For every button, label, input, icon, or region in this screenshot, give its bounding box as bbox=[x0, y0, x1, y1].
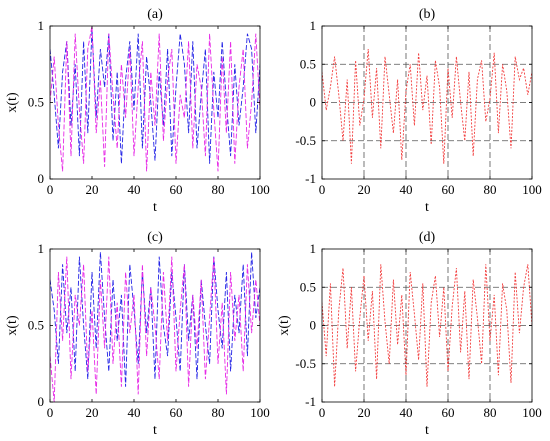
x-tick-label: 0 bbox=[319, 405, 326, 420]
x-tick-label: 40 bbox=[128, 405, 141, 420]
x-axis-label: t bbox=[153, 200, 157, 215]
x-tick-label: 100 bbox=[250, 182, 270, 197]
y-tick-label: 0 bbox=[310, 318, 317, 333]
panel-a: 0 20 40 60 80 100 0 0.5 1 (a) t x(t) bbox=[5, 7, 270, 215]
y-tick-label: -0.5 bbox=[295, 356, 316, 371]
x-tick-label: 60 bbox=[170, 182, 183, 197]
panel-title: (c) bbox=[147, 230, 163, 245]
y-tick-label: 0 bbox=[310, 95, 317, 110]
y-tick-label: -0.5 bbox=[295, 133, 316, 148]
x-tick-label: 0 bbox=[47, 182, 54, 197]
y-tick-label: 1 bbox=[38, 241, 45, 256]
y-tick-label: -1 bbox=[305, 394, 316, 409]
series-line-blue bbox=[50, 252, 260, 387]
series-line-blue bbox=[50, 29, 260, 164]
x-tick-label: 100 bbox=[522, 405, 542, 420]
x-tick-label: 20 bbox=[358, 182, 371, 197]
y-tick-label: 0.5 bbox=[300, 279, 316, 294]
panel-c: 0 20 40 60 80 100 0 0.5 1 (c) t x(t) bbox=[5, 230, 270, 438]
series-line-red bbox=[322, 264, 532, 387]
series-line-red bbox=[322, 48, 532, 164]
panel-d: 0 20 40 60 80 100 -1 -0.5 0 0.5 1 (d) t x(t) bbox=[277, 230, 542, 438]
y-tick-label: 1 bbox=[310, 18, 317, 33]
y-tick-label: 0.5 bbox=[28, 318, 44, 333]
y-tick-label: -1 bbox=[305, 171, 316, 186]
x-tick-label: 20 bbox=[86, 182, 99, 197]
x-axis-label: t bbox=[425, 200, 429, 215]
y-tick-label: 1 bbox=[310, 241, 317, 256]
y-axis-label: x(t) bbox=[5, 315, 20, 336]
x-axis-label: t bbox=[153, 423, 157, 438]
x-tick-label: 20 bbox=[86, 405, 99, 420]
x-tick-label: 40 bbox=[400, 405, 413, 420]
x-tick-label: 40 bbox=[128, 182, 141, 197]
y-tick-label: 0.5 bbox=[28, 95, 44, 110]
y-tick-label: 0.5 bbox=[300, 56, 316, 71]
x-tick-label: 60 bbox=[442, 182, 455, 197]
x-tick-label: 80 bbox=[212, 182, 225, 197]
x-tick-label: 60 bbox=[442, 405, 455, 420]
y-tick-label: 0 bbox=[38, 171, 45, 186]
panel-b: 0 20 40 60 80 100 -1 -0.5 0 0.5 1 (b) t bbox=[295, 7, 541, 215]
panel-title: (a) bbox=[147, 7, 163, 22]
x-tick-label: 40 bbox=[400, 182, 413, 197]
x-tick-label: 80 bbox=[484, 405, 497, 420]
series-line-magenta bbox=[50, 26, 260, 172]
y-axis-label: x(t) bbox=[5, 92, 20, 113]
x-tick-label: 100 bbox=[250, 405, 270, 420]
x-tick-label: 60 bbox=[170, 405, 183, 420]
panel-title: (d) bbox=[419, 230, 436, 245]
x-tick-label: 80 bbox=[484, 182, 497, 197]
y-axis-label: x(t) bbox=[277, 315, 292, 336]
x-tick-label: 20 bbox=[358, 405, 371, 420]
panel-title: (b) bbox=[419, 7, 436, 22]
y-tick-label: 0 bbox=[38, 394, 45, 409]
y-tick-label: 1 bbox=[38, 18, 45, 33]
x-tick-label: 0 bbox=[319, 182, 326, 197]
x-tick-label: 80 bbox=[212, 405, 225, 420]
x-tick-label: 100 bbox=[522, 182, 542, 197]
series-line-magenta bbox=[50, 256, 260, 402]
x-tick-label: 0 bbox=[47, 405, 54, 420]
x-axis-label: t bbox=[425, 423, 429, 438]
